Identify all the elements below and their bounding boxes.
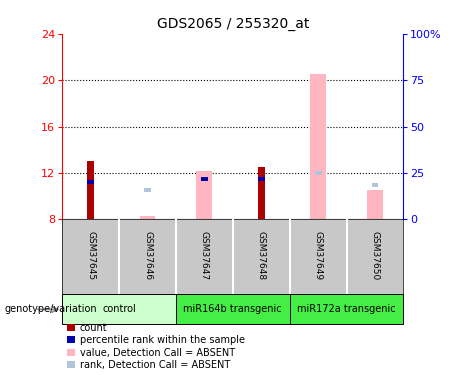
Bar: [372, 183, 378, 187]
Bar: [290, 294, 403, 324]
Bar: [87, 180, 94, 184]
Bar: [315, 171, 321, 175]
Text: GSM37647: GSM37647: [200, 231, 209, 280]
Bar: [367, 190, 383, 219]
Text: GSM37645: GSM37645: [86, 231, 95, 280]
Bar: [258, 177, 265, 181]
Bar: [62, 294, 176, 324]
Bar: [87, 161, 94, 219]
Text: GSM37646: GSM37646: [143, 231, 152, 280]
Bar: [176, 294, 290, 324]
Bar: [201, 177, 208, 181]
Legend: count, percentile rank within the sample, value, Detection Call = ABSENT, rank, : count, percentile rank within the sample…: [67, 323, 245, 370]
Text: GSM37648: GSM37648: [257, 231, 266, 280]
Text: GSM37649: GSM37649: [313, 231, 323, 280]
Text: GSM37650: GSM37650: [371, 231, 379, 280]
Text: control: control: [102, 304, 136, 314]
Bar: [144, 188, 151, 192]
Bar: [258, 167, 265, 219]
Bar: [310, 74, 326, 219]
Text: miR164b transgenic: miR164b transgenic: [183, 304, 282, 314]
Text: miR172a transgenic: miR172a transgenic: [297, 304, 396, 314]
Bar: [140, 216, 155, 219]
Text: genotype/variation: genotype/variation: [5, 304, 97, 314]
Bar: [196, 171, 213, 219]
Title: GDS2065 / 255320_at: GDS2065 / 255320_at: [157, 17, 309, 32]
